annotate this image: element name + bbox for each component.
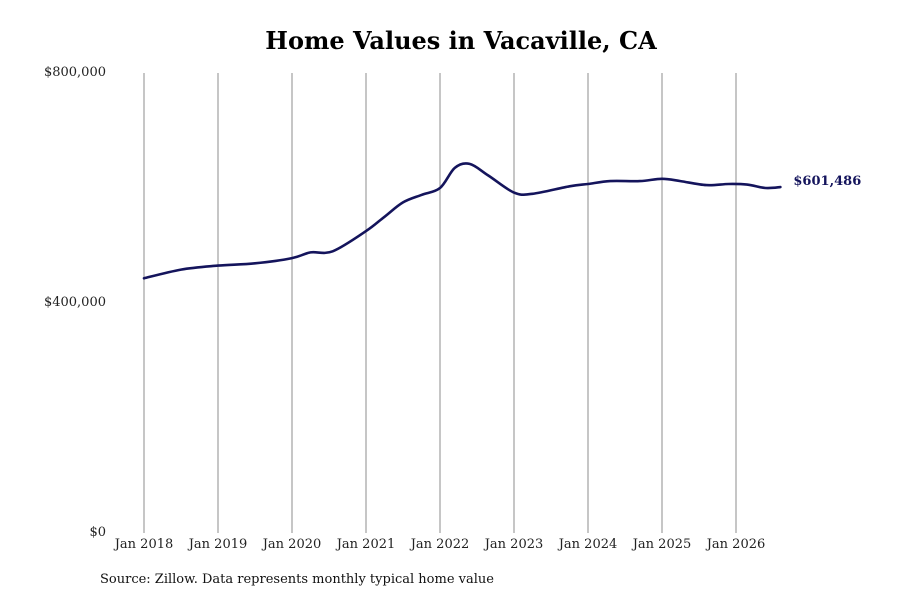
x-tick-label-2022: Jan 2022 [410,537,470,552]
grid-lines [143,73,737,533]
source-note: Source: Zillow. Data represents monthly … [100,572,494,587]
y-tick-label-1: $400,000 [43,295,106,310]
x-tick-label-2018: Jan 2018 [114,537,174,552]
y-tick-label-2: $0 [89,525,106,540]
x-tick-label-2020: Jan 2020 [262,537,322,552]
x-tick-label-2026: Jan 2026 [706,537,766,552]
end-value-label: $601,486 [793,174,862,190]
x-tick-label-2024: Jan 2024 [558,537,618,552]
series-line [142,162,782,280]
chart-title: Home Values in Vacaville, CA [265,26,657,55]
y-tick-label-0: $800,000 [43,65,106,80]
x-tick-label-2023: Jan 2023 [484,537,544,552]
x-tick-label-2025: Jan 2025 [632,537,692,552]
x-tick-label-2021: Jan 2021 [336,537,396,552]
x-tick-label-2019: Jan 2019 [188,537,248,552]
